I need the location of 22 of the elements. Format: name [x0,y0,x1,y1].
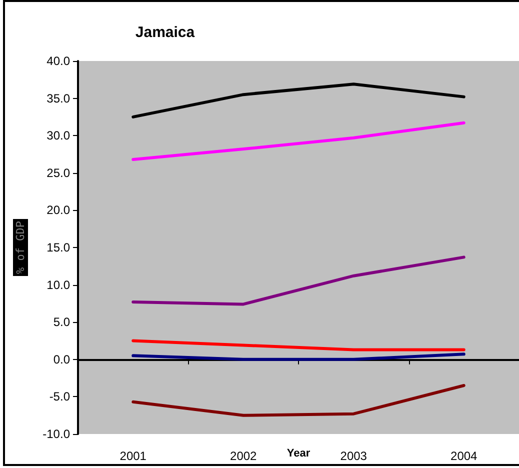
x-tick-label: 2003 [340,449,368,463]
line-series [132,121,466,161]
line-series [132,384,466,417]
y-tick-label: 35.0 [46,91,70,106]
y-tick-label: 0.0 [53,352,70,366]
y-tick-label: 40.0 [46,54,70,68]
y-tick-label: -5.0 [49,390,70,404]
line-series [132,256,466,306]
x-tick-label: 2004 [450,449,478,463]
y-tick-label: 5.0 [53,315,70,330]
y-tick-label: 25.0 [46,166,70,180]
y-tick-label: 15.0 [46,240,70,254]
x-axis-title: Year [286,448,311,460]
y-tick-label: 20.0 [46,203,70,218]
y-tick-label: 10.0 [46,278,70,292]
y-axis-title: % of GDP [14,220,27,274]
y-tick-label: -10.0 [42,427,70,441]
line-series [132,82,466,118]
chart-title: Jamaica [135,24,196,41]
y-tick-label: 30.0 [46,128,70,143]
x-tick-label: 2001 [120,449,147,463]
x-tick-label: 2002 [230,449,258,463]
